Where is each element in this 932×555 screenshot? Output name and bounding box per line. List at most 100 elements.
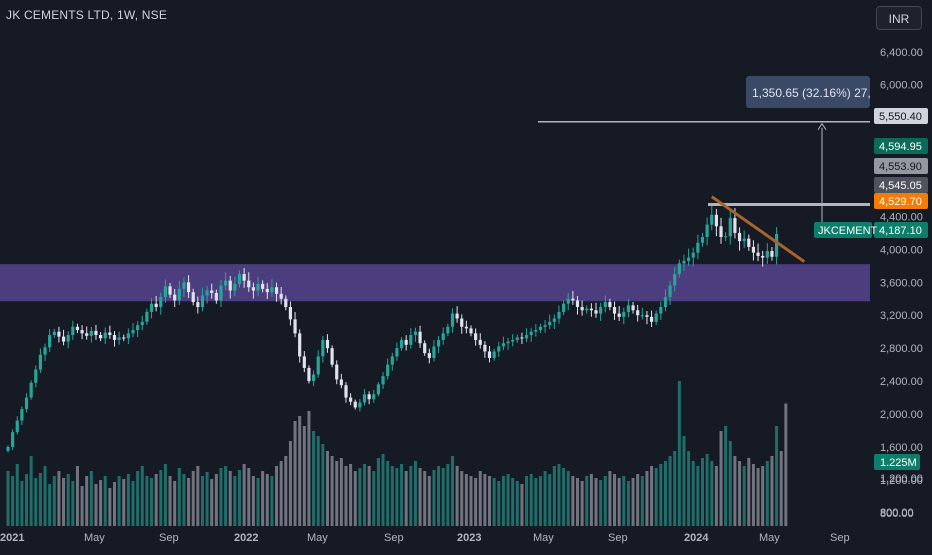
candle [71, 326, 75, 335]
candle [224, 280, 228, 286]
candle [399, 339, 404, 349]
candle [673, 274, 677, 286]
candle [270, 287, 274, 293]
volume-bar [400, 464, 404, 526]
volume-bar [108, 488, 112, 526]
y-tick-label: 800.00 [880, 508, 914, 520]
volume-bar [687, 451, 691, 526]
candle [94, 330, 98, 335]
x-tick-label: May [307, 532, 328, 544]
candle [409, 334, 413, 345]
candle [478, 339, 482, 345]
volume-bar [654, 468, 658, 526]
candle [298, 333, 302, 357]
volume-bar [779, 451, 783, 526]
candle [413, 331, 418, 335]
volume-bar [575, 478, 579, 526]
candle [742, 238, 746, 242]
volume-bar [89, 471, 93, 526]
volume-bar [279, 461, 283, 526]
volume-bar [497, 481, 501, 526]
candle [233, 283, 237, 291]
candle [612, 306, 617, 314]
candle [534, 330, 538, 332]
volume-bar [784, 403, 788, 526]
volume-bar [728, 441, 732, 526]
x-tick-label: May [533, 532, 554, 544]
volume-bar [710, 461, 714, 526]
volume-bar [376, 458, 380, 526]
candle [43, 347, 47, 355]
candle [20, 409, 24, 421]
volume-bar [11, 476, 15, 526]
candle [274, 287, 279, 294]
volume-bar [682, 436, 686, 526]
candle [654, 313, 658, 322]
candle [497, 346, 501, 352]
volume-bar [6, 471, 10, 526]
candle [302, 356, 306, 368]
volume-bar [691, 461, 695, 526]
volume-bar [145, 476, 149, 526]
volume-bar [99, 480, 103, 526]
candle [316, 356, 320, 375]
candle [469, 328, 473, 334]
candle [219, 285, 223, 301]
volume-bar [15, 464, 19, 526]
volume-bar [585, 476, 589, 526]
volume-bar [724, 426, 728, 526]
volume-bar [353, 471, 357, 526]
candle [557, 311, 561, 319]
volume-bar [242, 464, 246, 526]
volume-bar [626, 481, 630, 526]
volume-bar [48, 484, 52, 526]
volume-bar [483, 474, 487, 526]
descending-trendline [710, 195, 806, 263]
volume-bar [520, 484, 524, 526]
volume-bar [140, 466, 144, 526]
candle [446, 326, 450, 334]
candle [441, 333, 445, 340]
candle [311, 374, 316, 382]
candle [372, 394, 376, 400]
candle [562, 303, 566, 312]
candle [464, 326, 468, 329]
volume-bar [562, 468, 566, 526]
volume-bar [363, 464, 367, 526]
candle [200, 295, 205, 307]
candle [404, 339, 408, 345]
volume-bars [6, 381, 788, 526]
candle [66, 334, 70, 342]
candle [640, 315, 644, 317]
volume-bar [349, 464, 353, 526]
volume-bar [645, 471, 649, 526]
candle [24, 397, 29, 410]
candle [696, 242, 700, 253]
currency-button[interactable]: INR [876, 6, 922, 30]
price-label-5550-bg [874, 108, 928, 124]
price-label-last: 4,187.10 [879, 225, 922, 237]
candle [636, 310, 640, 316]
volume-bar [478, 471, 482, 526]
candle [173, 294, 177, 301]
candle [714, 214, 718, 227]
volume-bar [460, 471, 464, 526]
measure-box [746, 76, 870, 108]
candle [140, 321, 144, 326]
volume-bar [205, 472, 209, 526]
candle [423, 343, 427, 354]
volume-bar [159, 470, 163, 526]
candle [154, 303, 158, 307]
volume-bar [85, 476, 89, 526]
y-tick-label: 4,000.00 [880, 244, 923, 256]
candle [436, 339, 441, 347]
volume-bar [293, 421, 297, 526]
candle [687, 257, 691, 261]
volume-bar [372, 471, 376, 526]
candle [501, 343, 506, 347]
price-label-4594: 4,594.95 [879, 141, 922, 153]
volume-bar [150, 478, 154, 526]
y-tick-label: 2,800.00 [880, 343, 923, 355]
